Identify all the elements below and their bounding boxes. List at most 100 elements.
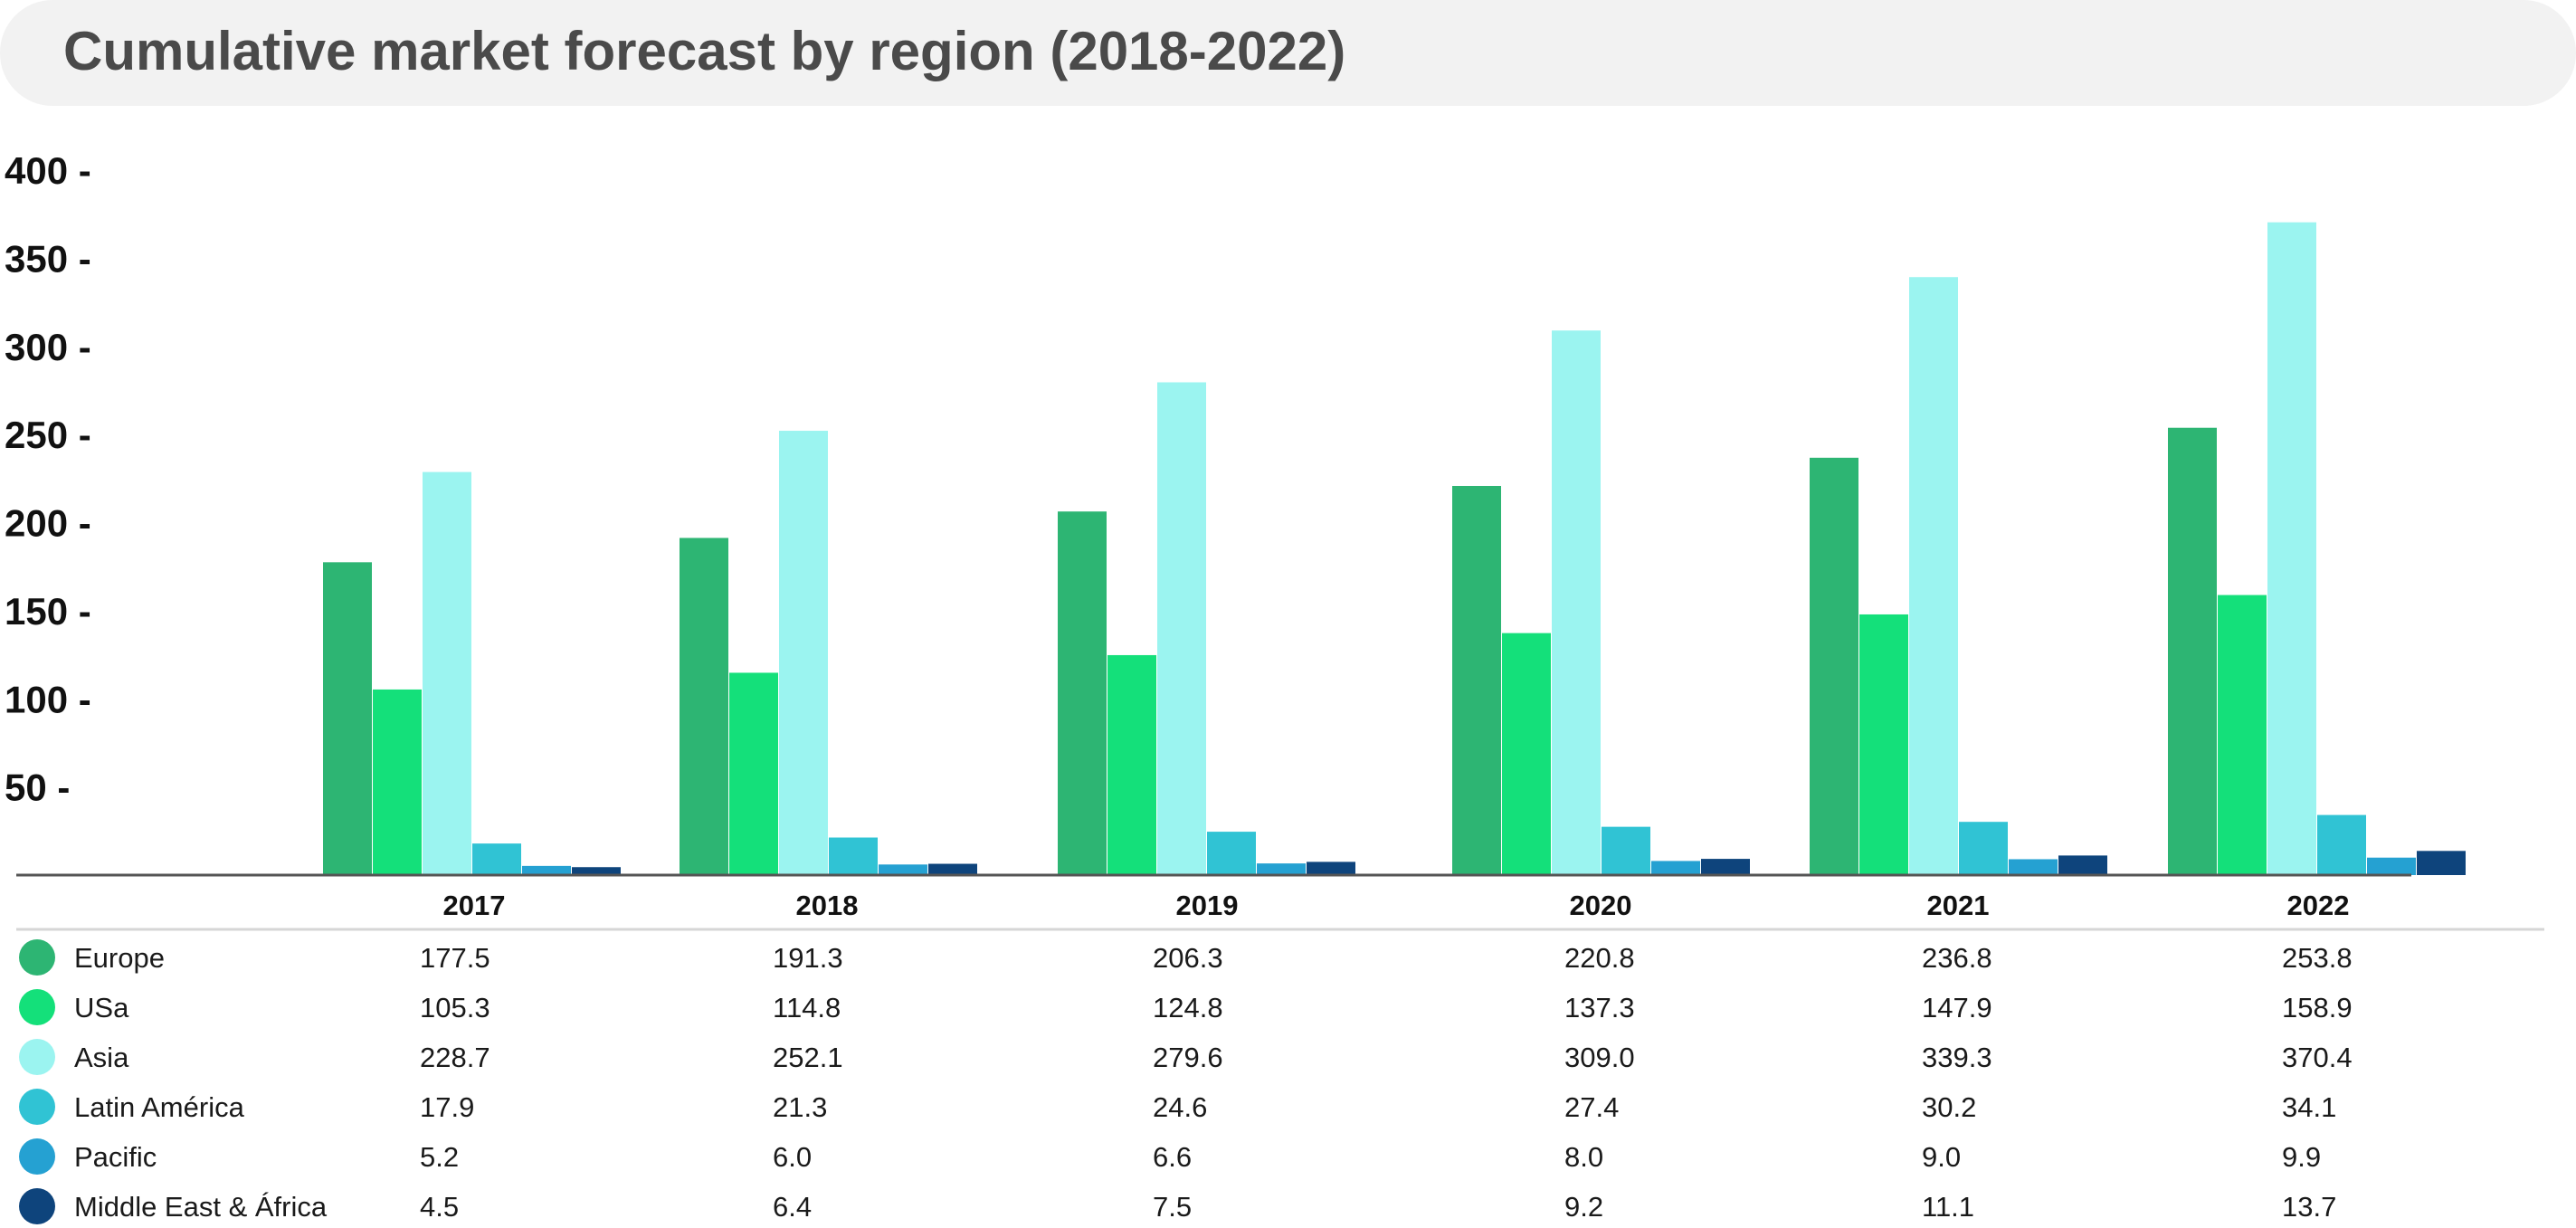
bar-pacific-2018 xyxy=(879,864,927,875)
table-cell-europe-2017: 177.5 xyxy=(420,942,490,974)
legend-swatch-asia xyxy=(19,1039,55,1075)
table-cell-middle-east-frica-2018: 6.4 xyxy=(773,1191,812,1223)
table-cell-usa-2019: 124.8 xyxy=(1153,992,1223,1023)
bar-asia-2021 xyxy=(1909,277,1958,875)
table-cell-europe-2020: 220.8 xyxy=(1564,942,1635,974)
category-label-2017: 2017 xyxy=(443,890,506,921)
bar-pacific-2022 xyxy=(2367,857,2416,875)
bar-usa-2018 xyxy=(729,672,778,875)
bar-europe-2019 xyxy=(1058,511,1107,875)
bar-usa-2017 xyxy=(373,689,422,875)
y-tick-label-100: 100 - xyxy=(5,678,91,720)
table-cell-pacific-2019: 6.6 xyxy=(1153,1141,1192,1173)
y-tick-label-150: 150 - xyxy=(5,590,91,633)
table-cell-latin-am-rica-2020: 27.4 xyxy=(1564,1091,1619,1123)
bar-latin-am-rica-2022 xyxy=(2317,814,2366,875)
table-cell-asia-2019: 279.6 xyxy=(1153,1042,1223,1073)
table-cell-pacific-2020: 8.0 xyxy=(1564,1141,1603,1173)
table-cell-latin-am-rica-2019: 24.6 xyxy=(1153,1091,1207,1123)
table-cell-asia-2022: 370.4 xyxy=(2282,1042,2353,1073)
category-label-2022: 2022 xyxy=(2287,890,2350,921)
table-cell-usa-2018: 114.8 xyxy=(773,992,841,1023)
bar-usa-2021 xyxy=(1859,614,1908,875)
y-tick-label-200: 200 - xyxy=(5,502,91,545)
bar-asia-2022 xyxy=(2267,222,2316,875)
bar-pacific-2021 xyxy=(2009,859,2058,875)
bar-pacific-2020 xyxy=(1651,861,1700,875)
bar-latin-am-rica-2017 xyxy=(472,843,521,875)
bar-usa-2019 xyxy=(1107,654,1156,875)
bar-pacific-2019 xyxy=(1257,863,1306,875)
bar-europe-2018 xyxy=(680,538,728,875)
table-cell-middle-east-frica-2021: 11.1 xyxy=(1922,1191,1974,1223)
chart-title: Cumulative market forecast by region (20… xyxy=(63,21,1346,81)
y-tick-label-300: 300 - xyxy=(5,326,91,368)
table-cell-asia-2018: 252.1 xyxy=(773,1042,843,1073)
bar-middle-east-frica-2022 xyxy=(2417,851,2466,875)
table-cell-asia-2020: 309.0 xyxy=(1564,1042,1635,1073)
table-cell-pacific-2017: 5.2 xyxy=(420,1141,459,1173)
bar-middle-east-frica-2021 xyxy=(2058,855,2107,875)
bar-asia-2018 xyxy=(779,431,828,875)
bar-asia-2020 xyxy=(1552,330,1601,875)
legend-swatch-usa xyxy=(19,989,55,1025)
table-cell-usa-2020: 137.3 xyxy=(1564,992,1635,1023)
table-cell-asia-2021: 339.3 xyxy=(1922,1042,1992,1073)
category-label-2019: 2019 xyxy=(1176,890,1239,921)
table-cell-europe-2022: 253.8 xyxy=(2282,942,2353,974)
legend-label-usa: USa xyxy=(74,992,129,1023)
bar-asia-2017 xyxy=(423,471,471,875)
bar-europe-2021 xyxy=(1810,457,1858,875)
legend-swatch-pacific xyxy=(19,1138,55,1175)
bars xyxy=(323,222,2466,875)
table-cell-pacific-2022: 9.9 xyxy=(2282,1141,2321,1173)
category-label-2018: 2018 xyxy=(796,890,859,921)
table-cell-usa-2022: 158.9 xyxy=(2282,992,2353,1023)
bar-asia-2019 xyxy=(1157,382,1206,875)
data-table: Europe 177.5 191.3 206.3 220.8 236.8 253.8 USa 1… xyxy=(19,939,2353,1224)
y-tick-label-50: 50 - xyxy=(5,766,70,809)
table-cell-asia-2017: 228.7 xyxy=(420,1042,490,1073)
bar-europe-2017 xyxy=(323,562,372,875)
table-cell-latin-am-rica-2021: 30.2 xyxy=(1922,1091,1976,1123)
table-cell-usa-2021: 147.9 xyxy=(1922,992,1992,1023)
table-cell-usa-2017: 105.3 xyxy=(420,992,490,1023)
table-cell-latin-am-rica-2018: 21.3 xyxy=(773,1091,827,1123)
table-cell-middle-east-frica-2022: 13.7 xyxy=(2282,1191,2336,1223)
legend-label-latin-am-rica: Latin América xyxy=(74,1091,245,1123)
bar-usa-2022 xyxy=(2218,595,2267,875)
table-cell-middle-east-frica-2019: 7.5 xyxy=(1153,1191,1192,1223)
legend-label-europe: Europe xyxy=(74,942,165,974)
bar-usa-2020 xyxy=(1502,633,1551,875)
bar-europe-2020 xyxy=(1452,485,1501,875)
table-cell-middle-east-frica-2020: 9.2 xyxy=(1564,1191,1603,1223)
bar-europe-2022 xyxy=(2168,427,2217,875)
category-label-2021: 2021 xyxy=(1927,890,1990,921)
category-label-2020: 2020 xyxy=(1570,890,1632,921)
title-bar: Cumulative market forecast by region (20… xyxy=(0,0,2576,106)
legend-swatch-middle-east-frica xyxy=(19,1188,55,1224)
legend-label-pacific: Pacific xyxy=(74,1141,157,1173)
table-cell-latin-am-rica-2022: 34.1 xyxy=(2282,1091,2336,1123)
table-cell-pacific-2021: 9.0 xyxy=(1922,1141,1961,1173)
bar-latin-am-rica-2018 xyxy=(829,837,878,875)
bar-latin-am-rica-2021 xyxy=(1959,822,2008,875)
table-cell-europe-2021: 236.8 xyxy=(1922,942,1992,974)
y-tick-label-250: 250 - xyxy=(5,414,91,456)
y-axis: 50 - 100 - 150 - 200 - 250 - 300 - 350 - 400 - xyxy=(5,149,91,809)
legend-swatch-latin-am-rica xyxy=(19,1089,55,1125)
bar-middle-east-frica-2020 xyxy=(1701,859,1750,875)
table-cell-middle-east-frica-2017: 4.5 xyxy=(420,1191,459,1223)
table-cell-latin-am-rica-2017: 17.9 xyxy=(420,1091,474,1123)
legend-swatch-europe xyxy=(19,939,55,976)
bar-pacific-2017 xyxy=(522,865,571,875)
legend-label-asia: Asia xyxy=(74,1042,129,1073)
bar-latin-am-rica-2019 xyxy=(1207,832,1256,875)
bar-middle-east-frica-2017 xyxy=(572,867,621,875)
table-cell-europe-2018: 191.3 xyxy=(773,942,843,974)
legend-label-middle-east-frica: Middle East & África xyxy=(74,1191,328,1223)
bar-latin-am-rica-2020 xyxy=(1602,826,1650,875)
table-cell-pacific-2018: 6.0 xyxy=(773,1141,812,1173)
bar-middle-east-frica-2018 xyxy=(928,863,977,875)
